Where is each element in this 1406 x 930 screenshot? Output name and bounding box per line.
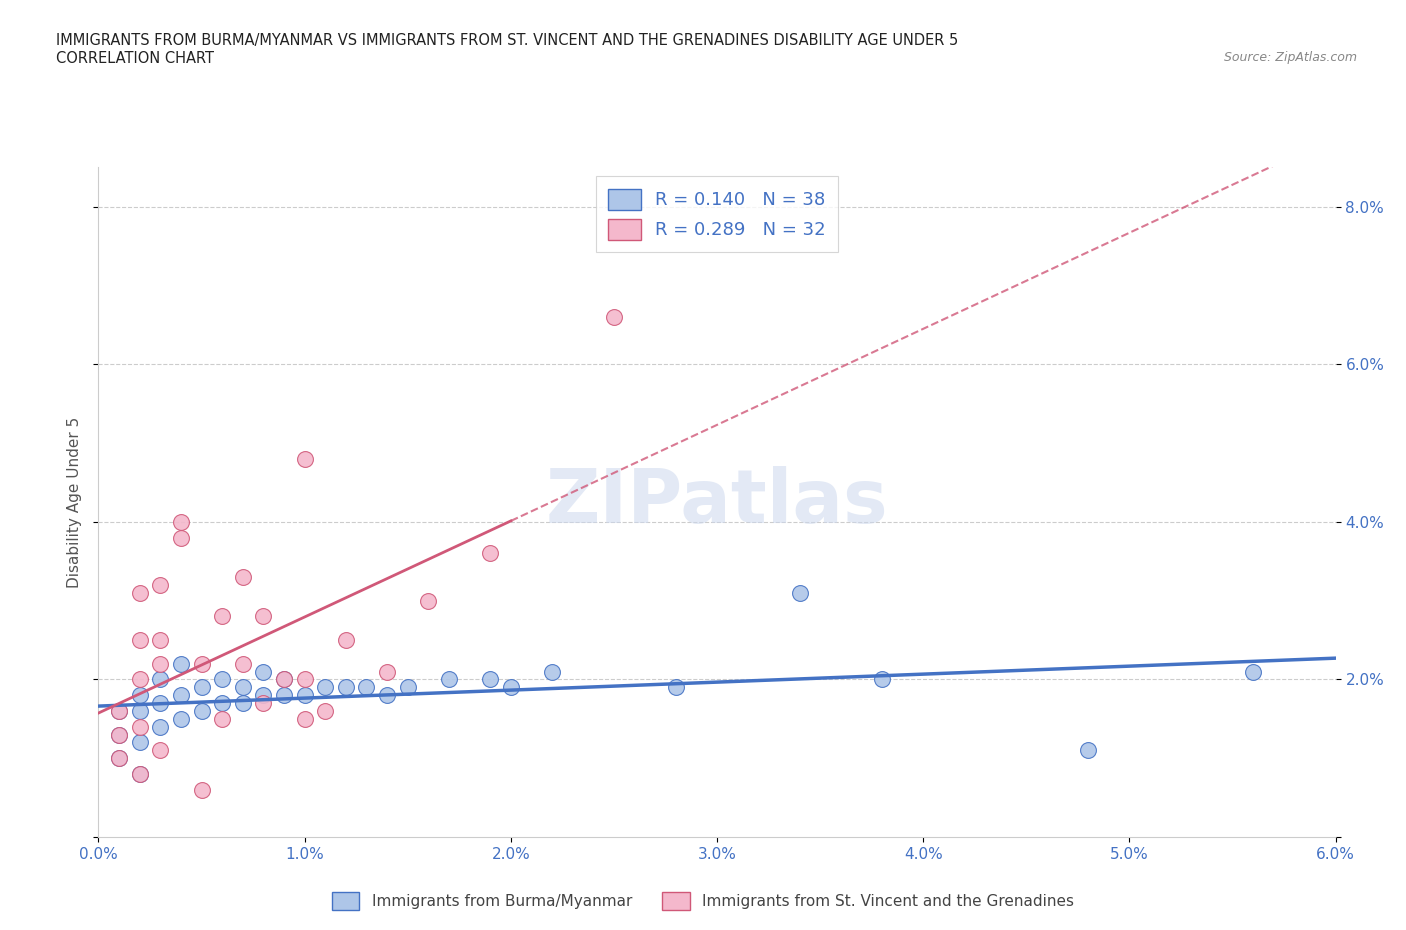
Point xyxy=(211,696,233,711)
Point xyxy=(149,743,172,758)
Point xyxy=(335,680,357,695)
Point xyxy=(273,672,295,687)
Point xyxy=(190,657,212,671)
Point xyxy=(294,451,316,466)
Point xyxy=(356,680,378,695)
Point xyxy=(128,688,150,703)
Text: IMMIGRANTS FROM BURMA/MYANMAR VS IMMIGRANTS FROM ST. VINCENT AND THE GRENADINES : IMMIGRANTS FROM BURMA/MYANMAR VS IMMIGRA… xyxy=(56,33,959,47)
Point xyxy=(170,514,193,529)
Point xyxy=(128,735,150,750)
Point xyxy=(499,680,522,695)
Point xyxy=(211,672,233,687)
Point xyxy=(149,578,172,592)
Point xyxy=(170,688,193,703)
Point xyxy=(170,530,193,545)
Point xyxy=(108,751,131,765)
Point xyxy=(190,703,212,718)
Point xyxy=(335,632,357,647)
Point xyxy=(479,546,502,561)
Point xyxy=(108,751,131,765)
Point xyxy=(108,703,131,718)
Point xyxy=(108,727,131,742)
Point xyxy=(190,680,212,695)
Point xyxy=(211,609,233,624)
Point xyxy=(211,711,233,726)
Point xyxy=(232,696,254,711)
Point xyxy=(128,703,150,718)
Point xyxy=(128,632,150,647)
Point xyxy=(437,672,460,687)
Point xyxy=(149,657,172,671)
Text: CORRELATION CHART: CORRELATION CHART xyxy=(56,51,214,66)
Point xyxy=(252,664,274,679)
Point xyxy=(1241,664,1264,679)
Text: ZIPatlas: ZIPatlas xyxy=(546,466,889,538)
Point xyxy=(603,310,626,325)
Point xyxy=(252,688,274,703)
Legend: Immigrants from Burma/Myanmar, Immigrants from St. Vincent and the Grenadines: Immigrants from Burma/Myanmar, Immigrant… xyxy=(325,884,1081,918)
Point xyxy=(232,657,254,671)
Point xyxy=(314,703,336,718)
Point xyxy=(375,664,398,679)
Legend: R = 0.140   N = 38, R = 0.289   N = 32: R = 0.140 N = 38, R = 0.289 N = 32 xyxy=(596,177,838,252)
Point xyxy=(108,703,131,718)
Point xyxy=(149,672,172,687)
Point xyxy=(128,585,150,600)
Point xyxy=(789,585,811,600)
Point xyxy=(294,711,316,726)
Point xyxy=(149,632,172,647)
Point xyxy=(128,672,150,687)
Point xyxy=(128,766,150,781)
Point xyxy=(273,688,295,703)
Point xyxy=(870,672,893,687)
Point xyxy=(149,719,172,734)
Point xyxy=(314,680,336,695)
Point xyxy=(375,688,398,703)
Point xyxy=(479,672,502,687)
Point xyxy=(294,688,316,703)
Text: Source: ZipAtlas.com: Source: ZipAtlas.com xyxy=(1223,51,1357,64)
Point xyxy=(232,680,254,695)
Point xyxy=(149,696,172,711)
Point xyxy=(1077,743,1099,758)
Point xyxy=(294,672,316,687)
Point xyxy=(396,680,419,695)
Point xyxy=(128,719,150,734)
Point xyxy=(252,609,274,624)
Point xyxy=(128,766,150,781)
Point xyxy=(252,696,274,711)
Y-axis label: Disability Age Under 5: Disability Age Under 5 xyxy=(67,417,83,588)
Point xyxy=(232,569,254,584)
Point xyxy=(170,657,193,671)
Point xyxy=(665,680,688,695)
Point xyxy=(418,593,440,608)
Point xyxy=(170,711,193,726)
Point xyxy=(541,664,564,679)
Point xyxy=(108,727,131,742)
Point xyxy=(190,782,212,797)
Point xyxy=(273,672,295,687)
